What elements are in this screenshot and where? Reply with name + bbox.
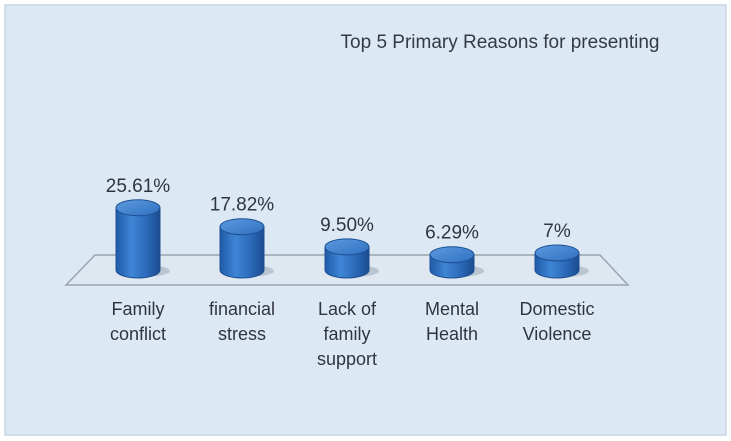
category-labels-layer: Family conflict financial stress Lack of fami… — [110, 299, 595, 369]
bar-2 — [219, 218, 274, 279]
category-label-2-line-2: stress — [218, 324, 266, 344]
category-label-5-line-2: Violence — [523, 324, 592, 344]
bar-5-top — [534, 244, 580, 262]
bar-3 — [324, 238, 379, 279]
bar-1 — [115, 199, 170, 279]
bars-layer — [115, 199, 589, 279]
bar-4 — [429, 246, 484, 279]
category-label-1: Family conflict — [110, 299, 166, 344]
data-label-1: 25.61% — [106, 176, 171, 197]
bar-5 — [534, 244, 589, 279]
bar-3-top — [324, 238, 370, 256]
category-label-4-line-1: Mental — [425, 299, 479, 319]
data-labels-layer: 25.61% 17.82% 9.50% 6.29% 7% — [106, 176, 571, 244]
data-label-5: 7% — [543, 221, 571, 242]
bar-1-top — [115, 199, 161, 217]
category-label-5: Domestic Violence — [519, 299, 594, 344]
bar-3-body — [324, 246, 370, 279]
category-label-2: financial stress — [209, 299, 275, 344]
bar-2-top — [219, 218, 265, 236]
category-label-4: Mental Health — [425, 299, 479, 344]
bar-1-body — [115, 207, 161, 279]
category-label-3: Lack of family support — [317, 299, 377, 369]
data-label-3: 9.50% — [320, 215, 374, 236]
data-label-2: 17.82% — [210, 195, 275, 216]
category-label-3-line-3: support — [317, 349, 377, 369]
category-label-3-line-1: Lack of — [318, 299, 377, 319]
category-label-1-line-1: Family — [112, 299, 165, 319]
category-label-4-line-2: Health — [426, 324, 478, 344]
category-label-5-line-1: Domestic — [519, 299, 594, 319]
chart-title: Top 5 Primary Reasons for presenting — [341, 32, 660, 53]
category-label-3-line-2: family — [323, 324, 370, 344]
bar-4-top — [429, 246, 475, 264]
category-label-2-line-1: financial — [209, 299, 275, 319]
data-label-4: 6.29% — [425, 223, 479, 244]
bar-2-body — [219, 226, 265, 279]
category-label-1-line-2: conflict — [110, 324, 166, 344]
